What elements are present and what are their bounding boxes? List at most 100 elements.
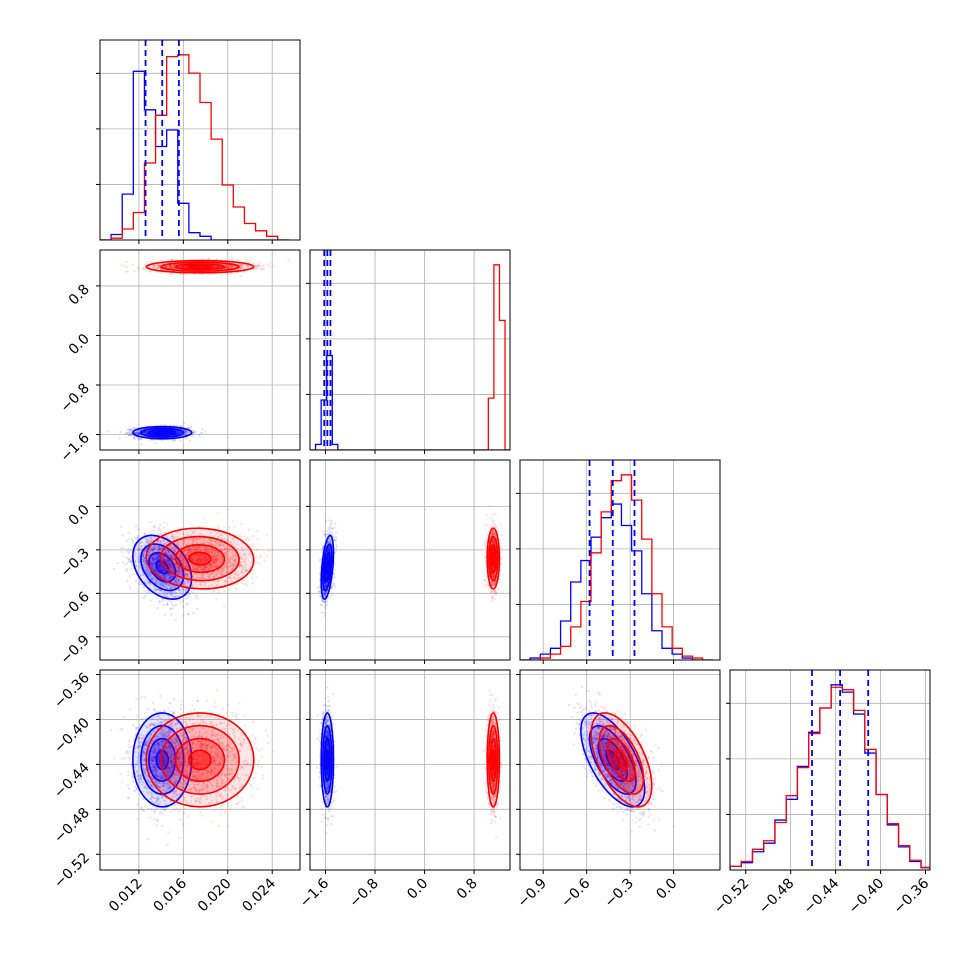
scatter-point bbox=[152, 548, 155, 551]
scatter-point bbox=[169, 265, 173, 268]
scatter-point bbox=[229, 265, 232, 268]
scatter-point bbox=[152, 548, 155, 551]
scatter-point bbox=[259, 264, 262, 268]
scatter-point bbox=[167, 573, 170, 576]
scatter-point bbox=[146, 431, 149, 435]
scatter-point bbox=[154, 589, 157, 592]
scatter-point bbox=[164, 585, 167, 588]
scatter-point bbox=[125, 569, 129, 572]
scatter-point bbox=[191, 431, 195, 434]
scatter-point bbox=[147, 590, 150, 593]
scatter-point bbox=[249, 260, 252, 263]
scatter-point bbox=[181, 561, 184, 565]
scatter-point bbox=[163, 613, 167, 616]
scatter-point bbox=[168, 565, 171, 568]
scatter-point bbox=[171, 431, 175, 434]
scatter-point bbox=[158, 566, 161, 570]
scatter-point bbox=[151, 431, 154, 434]
scatter-point bbox=[153, 576, 156, 580]
scatter-point bbox=[165, 569, 168, 573]
scatter-point bbox=[151, 556, 154, 559]
scatter-point bbox=[145, 432, 148, 436]
scatter-point bbox=[174, 596, 177, 599]
scatter-point bbox=[214, 265, 217, 269]
contour-level bbox=[148, 429, 177, 437]
scatter-point bbox=[171, 431, 174, 434]
scatter-point bbox=[177, 573, 181, 576]
scatter-point bbox=[258, 267, 262, 270]
scatter-point bbox=[225, 266, 228, 269]
scatter-point bbox=[153, 432, 156, 435]
scatter-point bbox=[168, 265, 171, 268]
scatter-point bbox=[224, 266, 227, 269]
scatter-point bbox=[146, 430, 149, 434]
scatter-point bbox=[171, 264, 175, 267]
scatter-point bbox=[260, 268, 264, 271]
scatter-point bbox=[196, 595, 199, 599]
scatter-point bbox=[191, 435, 194, 438]
scatter-point bbox=[176, 430, 179, 433]
scatter-point bbox=[131, 539, 135, 543]
scatter-point bbox=[187, 581, 190, 584]
panel-frame bbox=[99, 39, 301, 241]
scatter-point bbox=[176, 594, 179, 597]
scatter-point bbox=[151, 558, 154, 561]
scatter-point bbox=[179, 592, 182, 595]
y-tick-label: −1.6 bbox=[57, 430, 92, 465]
scatter-point bbox=[153, 570, 156, 573]
scatter-point bbox=[159, 528, 162, 531]
scatter-point bbox=[153, 536, 157, 539]
scatter-point bbox=[216, 265, 219, 269]
scatter-point bbox=[160, 564, 163, 568]
scatter-point bbox=[175, 581, 178, 585]
scatter-point bbox=[185, 572, 188, 576]
scatter-point bbox=[170, 266, 174, 269]
scatter-point bbox=[137, 432, 140, 435]
scatter-point bbox=[156, 548, 159, 551]
scatter-point bbox=[226, 265, 229, 268]
scatter-point bbox=[154, 547, 157, 550]
scatter-point bbox=[176, 431, 179, 434]
scatter-point bbox=[151, 431, 154, 434]
scatter-point bbox=[145, 432, 148, 435]
scatter-point bbox=[176, 430, 179, 433]
scatter-point bbox=[143, 532, 146, 535]
scatter-point bbox=[168, 554, 171, 557]
scatter-point bbox=[137, 431, 140, 434]
scatter-point bbox=[165, 264, 168, 268]
scatter-point bbox=[166, 595, 169, 598]
scatter-point bbox=[125, 266, 128, 269]
scatter-point bbox=[153, 431, 157, 434]
scatter-point bbox=[170, 594, 173, 597]
scatter-point bbox=[151, 536, 154, 540]
scatter-point bbox=[217, 524, 220, 527]
scatter-point bbox=[217, 265, 220, 268]
histogram-series-0 bbox=[310, 354, 510, 450]
scatter-point bbox=[128, 557, 131, 561]
scatter-point bbox=[171, 267, 174, 270]
scatter-point bbox=[143, 561, 146, 564]
scatter-point bbox=[169, 267, 172, 270]
scatter-point bbox=[177, 567, 180, 570]
scatter-point bbox=[161, 589, 164, 593]
scatter-point bbox=[158, 265, 161, 268]
scatter-point bbox=[178, 571, 181, 574]
scatter-point bbox=[173, 586, 177, 589]
scatter-point bbox=[169, 563, 172, 566]
scatter-point bbox=[172, 566, 175, 570]
scatter-point bbox=[215, 257, 218, 261]
scatter-point bbox=[172, 267, 175, 270]
scatter-point bbox=[185, 265, 189, 268]
scatter-point bbox=[179, 601, 182, 604]
scatter-point bbox=[158, 601, 161, 604]
scatter-point bbox=[181, 265, 184, 268]
scatter-point bbox=[185, 430, 188, 434]
scatter-point bbox=[191, 566, 194, 569]
scatter-point bbox=[130, 538, 133, 541]
scatter-point bbox=[173, 438, 176, 442]
scatter-point bbox=[159, 582, 162, 586]
panel-frame bbox=[99, 249, 301, 451]
scatter-point bbox=[137, 437, 140, 440]
scatter-point bbox=[139, 583, 142, 586]
